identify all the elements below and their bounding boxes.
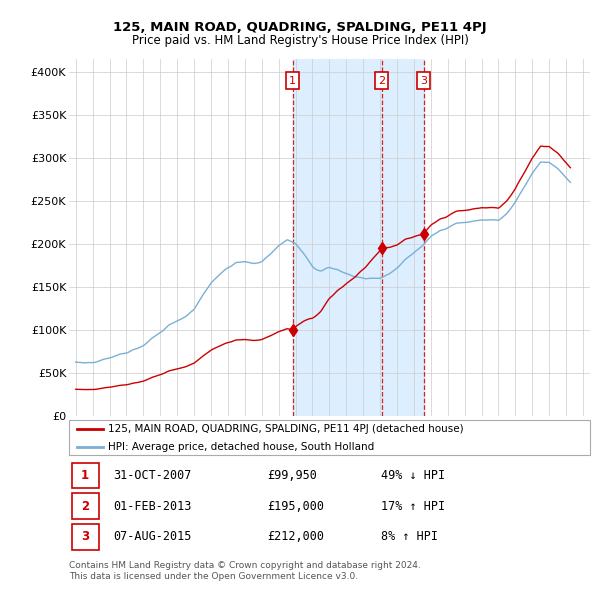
FancyBboxPatch shape: [71, 493, 98, 519]
Text: Contains HM Land Registry data © Crown copyright and database right 2024.
This d: Contains HM Land Registry data © Crown c…: [69, 562, 421, 581]
Text: £195,000: £195,000: [267, 500, 324, 513]
Text: 31-OCT-2007: 31-OCT-2007: [113, 469, 191, 482]
Text: £99,950: £99,950: [267, 469, 317, 482]
Text: 1: 1: [81, 469, 89, 482]
Text: 125, MAIN ROAD, QUADRING, SPALDING, PE11 4PJ (detached house): 125, MAIN ROAD, QUADRING, SPALDING, PE11…: [108, 424, 464, 434]
FancyBboxPatch shape: [69, 420, 590, 455]
Text: 2: 2: [81, 500, 89, 513]
Text: 01-FEB-2013: 01-FEB-2013: [113, 500, 191, 513]
Text: 3: 3: [81, 530, 89, 543]
Text: 125, MAIN ROAD, QUADRING, SPALDING, PE11 4PJ: 125, MAIN ROAD, QUADRING, SPALDING, PE11…: [113, 21, 487, 34]
Text: Price paid vs. HM Land Registry's House Price Index (HPI): Price paid vs. HM Land Registry's House …: [131, 34, 469, 47]
Bar: [293, 59, 424, 416]
Text: 2: 2: [378, 76, 385, 86]
Text: 49% ↓ HPI: 49% ↓ HPI: [382, 469, 446, 482]
Text: £212,000: £212,000: [267, 530, 324, 543]
Text: 8% ↑ HPI: 8% ↑ HPI: [382, 530, 439, 543]
FancyBboxPatch shape: [71, 524, 98, 550]
Text: 17% ↑ HPI: 17% ↑ HPI: [382, 500, 446, 513]
Text: HPI: Average price, detached house, South Holland: HPI: Average price, detached house, Sout…: [108, 442, 374, 451]
Text: 07-AUG-2015: 07-AUG-2015: [113, 530, 191, 543]
Text: 3: 3: [421, 76, 427, 86]
Text: 1: 1: [289, 76, 296, 86]
FancyBboxPatch shape: [71, 463, 98, 489]
